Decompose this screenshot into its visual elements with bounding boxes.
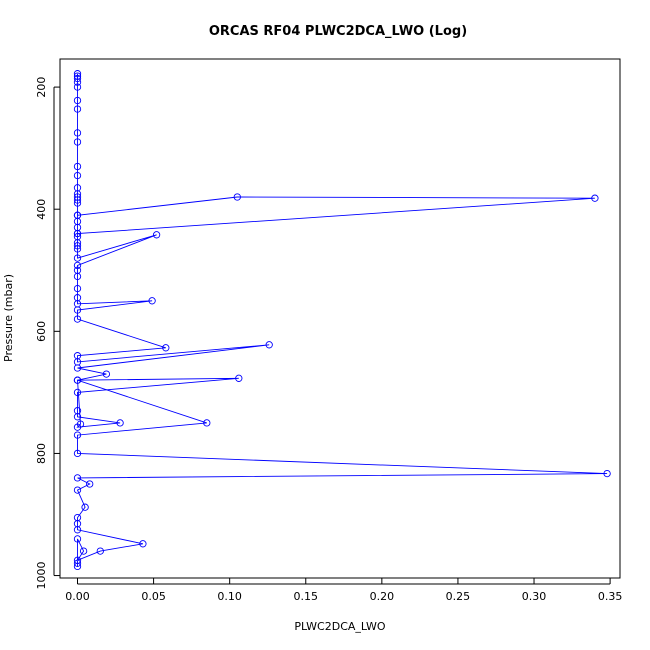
data-point (73, 74, 82, 83)
data-point (233, 193, 241, 201)
data-point (152, 231, 161, 239)
x-axis: 0.00 0.05 0.10 0.15 0.20 0.25 0.30 0.35 (65, 578, 622, 603)
data-point (265, 341, 273, 349)
data-point (73, 272, 82, 281)
data-point (73, 199, 82, 207)
data-point (73, 138, 82, 146)
data-point (102, 370, 111, 378)
data-point (79, 547, 88, 555)
plot-frame (59, 58, 621, 579)
data-point (139, 540, 147, 548)
x-tick-label: 0.00 (65, 590, 90, 603)
y-tick-label: 800 (35, 443, 48, 464)
data-point (73, 388, 82, 397)
data-point (86, 480, 94, 488)
y-axis: 200 400 600 800 1000 (35, 77, 60, 590)
data-point (73, 105, 82, 113)
data-point (73, 284, 82, 293)
data-point (73, 171, 82, 180)
data-point (73, 526, 82, 534)
series-line (76, 73, 608, 567)
data-point (73, 70, 82, 78)
data-point (81, 503, 89, 511)
x-tick-label: 0.25 (446, 590, 471, 603)
data-point (235, 374, 243, 382)
data-point (73, 242, 82, 250)
x-tick-label: 0.35 (598, 590, 623, 603)
x-tick-label: 0.15 (294, 590, 319, 603)
data-point (591, 194, 599, 202)
y-tick-label: 400 (35, 199, 48, 220)
data-point (73, 78, 82, 86)
data-point (73, 474, 82, 482)
data-point (73, 413, 82, 421)
data-point (73, 449, 82, 458)
data-point (73, 261, 82, 270)
x-tick-label: 0.20 (370, 590, 395, 603)
data-point (73, 211, 82, 219)
data-point (73, 83, 82, 91)
data-point (203, 419, 211, 427)
data-series (73, 70, 611, 571)
y-tick-label: 600 (35, 321, 48, 342)
data-point (73, 96, 82, 105)
data-point (73, 196, 82, 204)
data-point (73, 162, 82, 171)
data-point (73, 559, 82, 567)
data-point (73, 562, 82, 571)
x-tick-label: 0.05 (141, 590, 166, 603)
data-point (73, 315, 82, 323)
data-point (73, 376, 82, 384)
data-point (73, 306, 82, 314)
data-point (148, 297, 156, 305)
x-tick-label: 0.10 (217, 590, 242, 603)
y-tick-label: 200 (35, 77, 48, 98)
data-point (96, 547, 104, 555)
data-point (73, 229, 82, 238)
data-point (73, 535, 82, 543)
x-axis-label: PLWC2DCA_LWO (294, 620, 385, 633)
x-tick-label: 0.30 (522, 590, 547, 603)
data-point (73, 486, 82, 494)
data-point (603, 469, 611, 478)
data-point (73, 245, 82, 253)
y-axis-label: Pressure (mbar) (2, 274, 15, 362)
y-tick-label: 1000 (35, 562, 48, 590)
data-point (73, 431, 82, 439)
data-point (162, 344, 170, 352)
data-point (73, 254, 82, 262)
data-point (73, 364, 82, 372)
data-point (116, 419, 124, 427)
data-point (76, 420, 85, 428)
data-point (73, 129, 82, 137)
chart-title: ORCAS RF04 PLWC2DCA_LWO (Log) (209, 24, 467, 39)
